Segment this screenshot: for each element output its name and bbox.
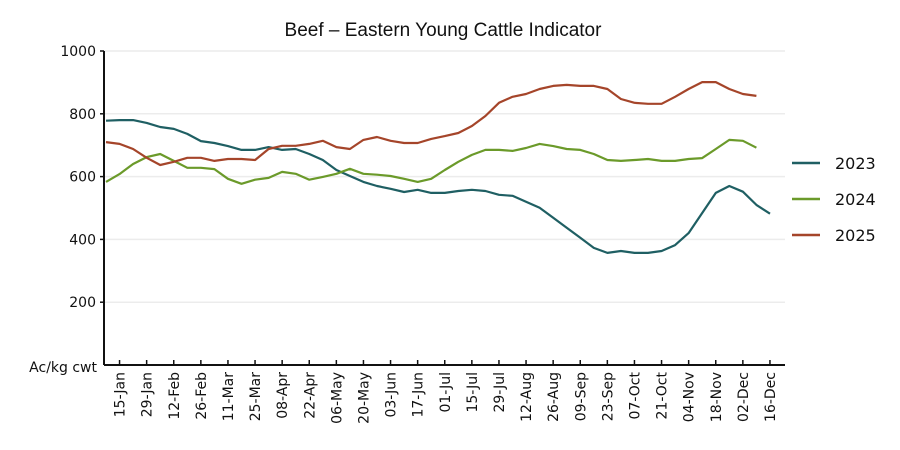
x-tick-label: 15-Jul [465,372,481,413]
x-tick-label: 17-Jun [411,372,427,418]
x-tick-label: 21-Oct [655,371,671,419]
x-tick-label: 22-Apr [302,372,318,419]
x-tick-label: 06-May [329,372,345,424]
x-tick-label: 11-Mar [221,372,237,422]
x-tick-label: 12-Aug [519,372,535,422]
x-tick-label: 29-Jan [140,372,156,417]
series-line-2025 [105,80,757,167]
gridlines [104,50,785,303]
x-tick-label: 18-Nov [709,372,725,422]
x-tick-label: 23-Sep [600,372,616,421]
x-tick-label: 12-Feb [167,372,183,420]
x-axis-ticks: 15-Jan 29-Jan 12-Feb 26-Feb 11-Mar 25-Mar 08-A… [113,360,779,424]
legend-label-2023: 2023 [835,154,876,173]
x-tick-label: 08-Apr [275,372,291,419]
y-tick-label: 800 [69,107,96,123]
y-tick-label: 600 [69,170,96,186]
y-tick-label: 400 [69,232,96,248]
x-tick-label: 09-Sep [573,372,589,421]
x-tick-label: 04-Nov [682,372,698,422]
x-tick-label: 03-Jun [384,372,400,418]
x-tick-label: 29-Jul [492,372,508,413]
x-tick-label: 26-Feb [194,372,210,420]
chart-title: Beef – Eastern Young Cattle Indicator [285,20,603,41]
x-tick-label: 07-Oct [627,371,643,419]
series-lines [105,80,771,254]
y-tick-label: 1000 [60,44,96,60]
x-tick-label: 02-Dec [736,372,752,422]
legend-label-2025: 2025 [835,226,876,245]
axes [103,51,785,366]
x-tick-label: 25-Mar [248,372,264,422]
x-tick-label: 15-Jan [113,372,129,417]
y-tick-label: 200 [69,295,96,311]
x-tick-label: 26-Aug [546,372,562,422]
series-line-2024 [105,138,757,185]
legend: 2023 2024 2025 [792,154,876,245]
x-tick-label: 01-Jul [438,372,454,413]
series-line-2023 [105,118,771,254]
x-tick-label: 20-May [356,372,372,424]
x-tick-label: 16-Dec [763,372,779,422]
legend-label-2024: 2024 [835,190,876,209]
y-axis-ticks: 200 400 600 800 1000 [60,44,104,311]
y-axis-label: Ac/kg cwt [29,360,97,376]
